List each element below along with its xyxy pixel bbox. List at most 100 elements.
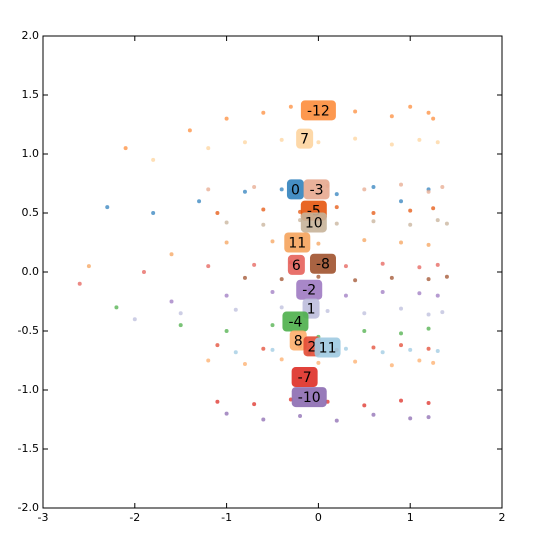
point xyxy=(242,362,247,367)
label-text: 10 xyxy=(305,215,323,231)
x-tick-label: 0 xyxy=(315,511,322,524)
label-text: 0 xyxy=(291,182,300,198)
point xyxy=(399,331,404,336)
point xyxy=(371,185,376,190)
point xyxy=(151,157,156,162)
point xyxy=(362,329,367,333)
point xyxy=(343,293,348,298)
point xyxy=(371,211,376,215)
label-box xyxy=(300,212,327,233)
point xyxy=(233,350,238,355)
point xyxy=(389,142,394,147)
point xyxy=(233,307,238,312)
point xyxy=(408,104,413,109)
point xyxy=(334,192,339,197)
point xyxy=(426,242,431,247)
point xyxy=(417,265,422,270)
point xyxy=(206,264,211,269)
point xyxy=(316,360,321,365)
point xyxy=(224,293,229,298)
label-text: -4 xyxy=(288,315,302,331)
point xyxy=(408,347,413,352)
point xyxy=(362,187,367,192)
point xyxy=(261,346,266,351)
label-box xyxy=(282,311,309,332)
label-text: 11 xyxy=(319,341,337,357)
x-tick-label: -3 xyxy=(38,511,49,524)
label-box xyxy=(296,279,323,300)
point xyxy=(279,187,284,192)
point xyxy=(242,140,247,145)
point xyxy=(426,110,431,115)
point xyxy=(224,329,229,333)
point xyxy=(362,311,367,316)
point xyxy=(431,116,436,121)
label-text: 11 xyxy=(288,236,306,252)
label-box xyxy=(309,253,336,274)
label-box xyxy=(291,387,327,408)
point xyxy=(215,399,220,404)
label-text: -3 xyxy=(310,182,324,198)
point xyxy=(426,415,431,420)
label-box xyxy=(314,337,341,358)
point xyxy=(408,416,413,421)
point xyxy=(114,305,119,310)
point xyxy=(362,403,367,408)
point xyxy=(426,312,431,317)
point xyxy=(440,310,445,315)
point xyxy=(371,345,376,350)
point xyxy=(252,402,257,407)
y-tick-label: 2.0 xyxy=(22,29,40,42)
x-tick-label: -2 xyxy=(129,511,140,524)
point xyxy=(206,358,211,363)
point xyxy=(417,137,422,142)
point xyxy=(197,199,202,204)
point xyxy=(399,182,404,187)
point xyxy=(343,264,348,269)
point xyxy=(242,275,247,280)
point xyxy=(298,413,303,418)
label-box xyxy=(291,367,318,388)
label-box xyxy=(284,232,311,253)
label-text: 7 xyxy=(300,132,309,148)
point xyxy=(380,261,385,266)
label-box xyxy=(300,100,336,121)
point xyxy=(279,277,284,282)
point xyxy=(316,140,321,145)
label-text: 8 xyxy=(294,333,303,349)
point xyxy=(252,262,257,267)
point xyxy=(270,323,275,328)
point xyxy=(431,360,436,365)
point xyxy=(325,308,330,313)
label-text: 1 xyxy=(307,302,316,318)
point xyxy=(334,418,339,423)
label-text: 6 xyxy=(292,258,301,274)
point xyxy=(270,347,275,352)
label-box xyxy=(303,179,330,200)
label-text: 2 xyxy=(308,339,317,355)
point xyxy=(426,346,431,351)
point xyxy=(224,116,229,121)
point xyxy=(288,104,293,109)
point xyxy=(435,293,440,298)
point xyxy=(105,205,110,210)
point xyxy=(408,208,413,213)
point xyxy=(334,205,339,210)
point xyxy=(353,278,358,283)
point xyxy=(435,140,440,145)
point xyxy=(389,114,394,119)
point xyxy=(343,346,348,351)
point xyxy=(426,400,431,405)
point xyxy=(444,274,449,279)
point xyxy=(399,199,404,204)
point xyxy=(435,262,440,267)
point xyxy=(426,189,431,194)
point xyxy=(408,222,413,227)
point xyxy=(417,358,422,363)
label-text: -10 xyxy=(298,390,321,406)
point xyxy=(270,239,275,244)
point xyxy=(224,220,229,225)
point xyxy=(426,326,431,331)
y-tick-label: -0.5 xyxy=(18,324,39,337)
